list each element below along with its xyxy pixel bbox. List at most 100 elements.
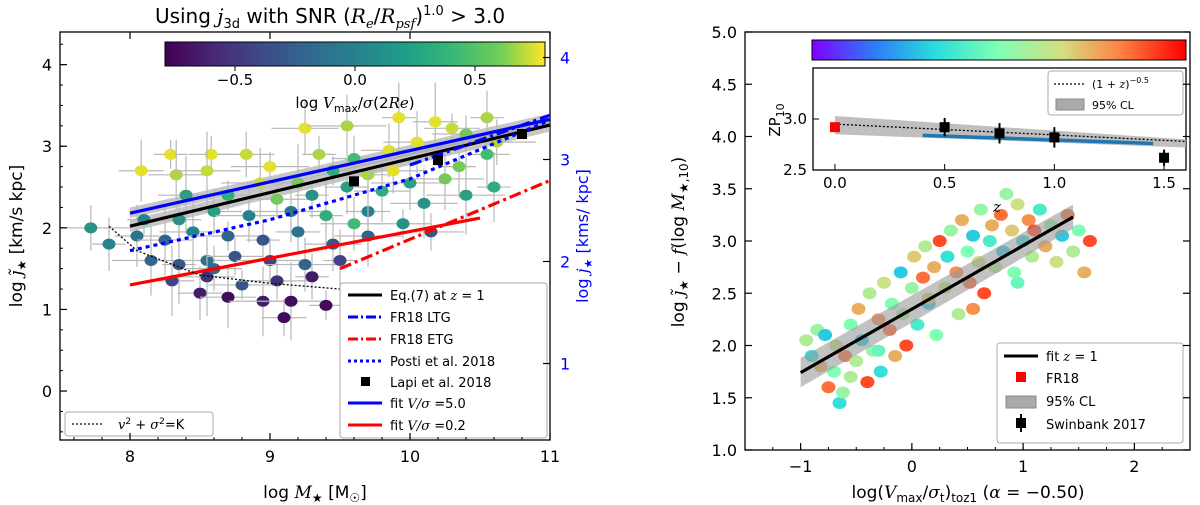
y-tick-label: 4.0	[712, 128, 737, 147]
data-point	[134, 165, 148, 177]
data-point	[929, 329, 944, 342]
data-point	[340, 120, 354, 132]
inset-legend-band: 95% CL	[1092, 99, 1135, 112]
left-colorbar-label: log Vmax/σ(2Re)	[295, 94, 414, 115]
right-panel: log j̃★ − f(log M★,10) log(Vmax/σt)toz1 …	[669, 31, 1191, 505]
data-point	[1071, 224, 1086, 237]
line-0	[129, 123, 550, 228]
x-tick-label: 10	[400, 447, 420, 466]
data-point	[954, 214, 969, 227]
legend-eq7: Eq.(7) at z = 1	[390, 289, 485, 304]
data-point	[270, 193, 284, 205]
data-point	[1066, 245, 1081, 258]
swinbank-point	[1049, 132, 1060, 143]
data-point	[235, 279, 249, 291]
data-point	[239, 148, 253, 160]
data-point	[298, 122, 312, 134]
right-xlabel: log(Vmax/σt)toz1 (α = −0.50)	[852, 483, 1085, 505]
left-panel: Using j3d with SNR (Re/Rpsf)1.0 > 3.0	[7, 4, 595, 505]
inset-legend-curve: (1 + z)−0.5	[1092, 76, 1149, 91]
inset-panel: ZP10 (1 + z)−0.5 95% CL	[766, 67, 1187, 171]
legend-fr18-etg: FR18 ETG	[390, 333, 453, 348]
inset-ylabel: ZP10	[766, 103, 787, 136]
data-point	[1032, 203, 1047, 216]
data-point	[164, 148, 178, 160]
data-point	[910, 318, 925, 331]
right-legend-band: 95% CL	[1046, 395, 1096, 410]
line-6	[108, 225, 341, 290]
inset-x-tick-label: 1.0	[1042, 174, 1066, 192]
data-point	[179, 189, 193, 201]
data-point	[410, 136, 424, 148]
y-tick-label: 2.0	[712, 337, 737, 356]
data-point	[319, 210, 333, 222]
data-point	[228, 250, 242, 262]
data-point	[843, 370, 858, 383]
data-point	[1005, 224, 1019, 237]
data-point	[832, 396, 847, 409]
data-point	[200, 271, 214, 283]
data-point	[312, 148, 326, 160]
data-point	[799, 334, 814, 347]
data-point	[277, 312, 291, 324]
inset-x-tick-label: 0.0	[823, 174, 847, 192]
data-point	[263, 161, 277, 173]
right-ylabel: log j̃★ − f(log M★,10)	[669, 157, 691, 328]
y-tick-label: 0	[42, 382, 52, 401]
y-tick-label: 3	[42, 137, 52, 156]
y-tick-label: 4	[42, 56, 52, 75]
data-point	[186, 226, 200, 238]
data-point	[386, 165, 400, 177]
data-point	[298, 259, 312, 271]
legend-lapi: Lapi et al. 2018	[390, 376, 491, 391]
inset-band	[834, 115, 1186, 148]
data-point	[835, 386, 850, 399]
inset-dotted-curve	[834, 123, 1187, 143]
vsigma-note: v2 + σ2=K	[64, 411, 214, 437]
data-point	[242, 210, 256, 222]
data-point	[459, 189, 473, 201]
x-tick-label: 8	[125, 447, 135, 466]
y-tick-label: 3.0	[712, 232, 737, 251]
data-point	[851, 302, 866, 315]
data-point	[305, 271, 319, 283]
data-point	[982, 235, 997, 247]
legend-fr18-ltg: FR18 LTG	[390, 311, 451, 326]
right-colorbar-gradient	[811, 39, 1187, 61]
y-tick-label: 4.5	[712, 75, 737, 94]
inset-x-tick-label: 1.5	[1152, 174, 1176, 192]
data-point	[480, 148, 494, 160]
inset-x-tick-label: 0.5	[933, 174, 957, 192]
inset-fit-line	[922, 133, 1154, 146]
left-plot-content	[60, 82, 550, 341]
data-point	[966, 302, 981, 315]
x-tick-label: 2	[1129, 457, 1139, 476]
data-point	[860, 376, 875, 389]
inset-content	[829, 115, 1187, 166]
vsigma-note-label: v2 + σ2=K	[118, 417, 185, 433]
swinbank-point	[939, 122, 950, 133]
data-point	[966, 229, 981, 242]
data-point	[428, 116, 442, 128]
data-point	[1021, 214, 1036, 227]
data-point	[849, 355, 864, 368]
data-point	[1049, 255, 1064, 268]
legend-posti: Posti et al. 2018	[390, 355, 495, 370]
data-point	[487, 181, 501, 193]
data-point	[1010, 276, 1025, 289]
x-tick-label: 0	[907, 457, 917, 476]
data-point	[144, 254, 158, 266]
data-point	[284, 295, 298, 307]
lapi-point	[433, 155, 443, 166]
data-point	[940, 250, 955, 263]
data-point	[417, 197, 431, 209]
data-point	[305, 189, 319, 201]
data-point	[207, 206, 221, 218]
right-y-tick-label: 1	[560, 355, 570, 374]
y-tick-label: 2.5	[712, 284, 737, 303]
right-legend-fit: fit z = 1	[1046, 350, 1098, 365]
data-point	[319, 299, 333, 311]
inset-y-tick-label: 2.5	[783, 161, 807, 179]
right-y-tick-label: 2	[560, 253, 570, 272]
line-4	[129, 117, 550, 215]
